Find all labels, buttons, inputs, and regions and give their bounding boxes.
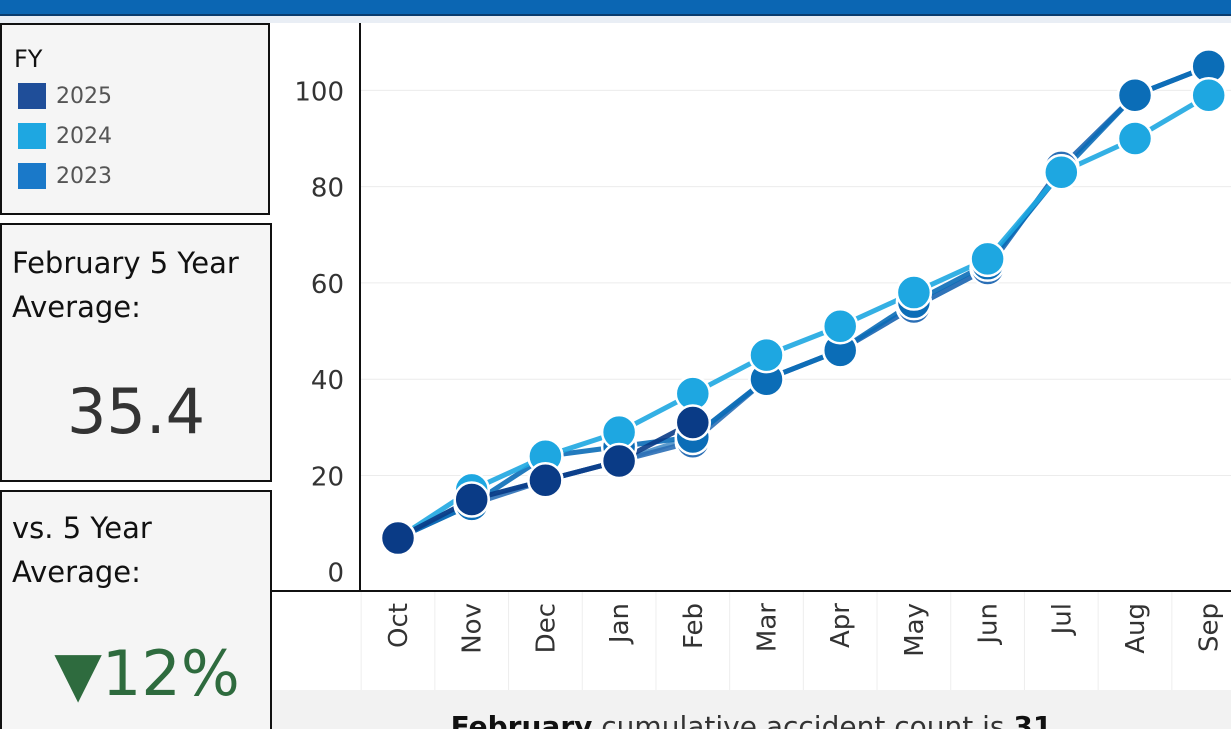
- vs-average-panel: vs. 5 Year Average: ▼12%: [0, 490, 272, 729]
- y-tick-label: 40: [311, 366, 344, 396]
- caption-text: February cumulative accident count is 31: [272, 710, 1231, 729]
- comparison-label: vs. 5 Year Average:: [12, 511, 152, 589]
- legend-label: 2025: [56, 83, 112, 109]
- x-tick-label: Jul: [1047, 603, 1077, 636]
- data-point: [969, 240, 1006, 278]
- data-point: [1043, 153, 1080, 191]
- data-point: [895, 274, 933, 311]
- data-point: [1116, 120, 1154, 157]
- average-value: 35.4: [66, 375, 206, 448]
- header-divider: [0, 16, 1231, 23]
- legend-label: 2023: [56, 163, 112, 189]
- legend-item-2024[interactable]: 2024: [18, 123, 112, 149]
- x-tick-label: Nov: [458, 603, 488, 654]
- fy-legend: FY 2025 2024 2023: [0, 23, 270, 215]
- x-tick-label: Jun: [974, 603, 1004, 646]
- caption-body: cumulative accident count is: [592, 710, 1014, 729]
- cumulative-accident-line-chart: 0 20 40 60 80 100 Oct Nov Dec Jan Feb Mar Apr May Jun J…: [272, 23, 1231, 690]
- x-tick-label: Aug: [1121, 603, 1151, 654]
- legend-title: FY: [14, 45, 43, 73]
- x-tick-label: Jan: [605, 603, 635, 645]
- y-tick-label: 60: [311, 270, 344, 300]
- data-point: [379, 519, 417, 557]
- legend-item-2023[interactable]: 2023: [18, 163, 112, 189]
- legend-swatch-2023: [18, 163, 46, 189]
- y-tick-label: 20: [311, 462, 344, 492]
- x-tick-label: Mar: [753, 603, 783, 652]
- y-tick-label: 100: [294, 77, 344, 107]
- legend-swatch-2025: [18, 83, 46, 109]
- legend-item-2025[interactable]: 2025: [18, 83, 112, 109]
- average-label: February 5 Year Average:: [12, 246, 239, 324]
- x-tick-label: Sep: [1195, 603, 1225, 652]
- caption-area: February cumulative accident count is 31: [272, 690, 1231, 729]
- dashboard-header-bar: [0, 0, 1231, 16]
- five-year-average-panel: February 5 Year Average: 35.4: [0, 223, 272, 482]
- x-tick-label: Apr: [826, 603, 856, 648]
- caption-count: 31: [1013, 710, 1053, 729]
- x-tick-label: May: [900, 603, 930, 657]
- y-tick-label: 0: [327, 559, 344, 589]
- data-point: [748, 336, 785, 374]
- x-tick-label: Feb: [679, 603, 709, 649]
- x-tick-label: Dec: [531, 603, 561, 653]
- data-point: [600, 442, 638, 480]
- y-tick-label: 80: [311, 174, 344, 204]
- x-tick-label: Oct: [384, 603, 414, 648]
- legend-label: 2024: [56, 123, 112, 149]
- data-point: [674, 404, 712, 441]
- data-point: [453, 481, 490, 518]
- data-point: [1190, 76, 1227, 114]
- data-point: [527, 462, 564, 499]
- caption-month: February: [450, 710, 593, 729]
- legend-swatch-2024: [18, 123, 46, 149]
- comparison-value: ▼12%: [54, 637, 240, 710]
- data-point: [1116, 76, 1154, 114]
- data-point: [821, 308, 859, 345]
